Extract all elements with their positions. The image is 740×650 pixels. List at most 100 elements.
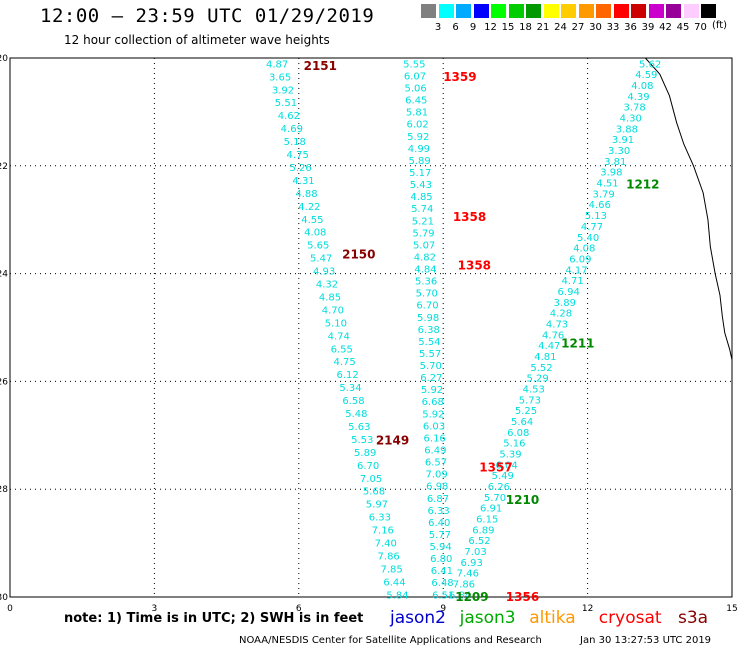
wave-height-value: 5.17 [409, 168, 431, 179]
legend-label: 12 [484, 22, 497, 33]
legend-swatch [596, 4, 611, 18]
wave-height-value: 5.52 [530, 363, 552, 374]
wave-height-value: 6.40 [428, 518, 450, 529]
pass-time-label: 2150 [342, 248, 375, 262]
wave-height-value: 7.86 [378, 551, 400, 562]
legend-swatch [508, 4, 524, 18]
wave-height-value: 3.98 [600, 168, 622, 179]
pass-time-label: 1356 [506, 590, 539, 604]
wave-height-value: 5.48 [345, 409, 367, 420]
x-tick-label: 0 [7, 604, 13, 614]
legend-swatch [701, 4, 716, 18]
wave-height-value: 5.74 [411, 204, 433, 215]
wave-height-value: 6.12 [336, 370, 358, 381]
wave-height-value: 5.65 [307, 241, 329, 252]
wave-height-value: 6.52 [468, 536, 490, 547]
wave-height-value: 4.53 [523, 384, 545, 395]
pass-time-label: 1210 [506, 493, 539, 507]
wave-height-value: 4.51 [596, 179, 618, 190]
wave-height-value: 3.78 [624, 103, 646, 114]
wave-height-value: 4.59 [635, 70, 657, 81]
legend-label: 18 [519, 22, 532, 33]
wave-height-value: 5.94 [429, 542, 451, 553]
legend-swatch [473, 4, 489, 18]
wave-height-value: 5.73 [519, 395, 541, 406]
wave-height-value: 7.05 [360, 474, 382, 485]
wave-height-value: 6.55 [331, 344, 353, 355]
wave-height-value: 5.81 [406, 108, 428, 119]
y-tick-label: -22 [0, 162, 8, 172]
wave-height-value: 3.91 [612, 135, 634, 146]
map-frame [9, 57, 733, 598]
wave-height-value: 7.46 [457, 569, 479, 580]
wave-height-value: 6.93 [461, 558, 483, 569]
wave-height-value: 5.25 [515, 406, 537, 417]
chart-title: 12:00 – 23:59 UTC 01/29/2019 [40, 5, 375, 27]
x-tick-label: 15 [726, 604, 737, 614]
wave-height-value: 4.71 [561, 276, 583, 287]
wave-height-value: 6.04 [495, 460, 517, 471]
wave-height-value: 5.92 [422, 409, 444, 420]
legend-label: 70 [694, 22, 707, 33]
legend-label: 6 [452, 22, 459, 33]
x-tick-label: 9 [440, 604, 446, 614]
wave-height-value: 4.08 [631, 81, 653, 92]
wave-height-value: 4.99 [408, 144, 430, 155]
wave-height-value: 6.58 [342, 396, 364, 407]
wave-height-value: 6.70 [416, 301, 438, 312]
wave-height-value: 4.84 [414, 265, 436, 276]
legend-unit: (ft) [712, 20, 728, 31]
wave-height-value: 4.66 [589, 200, 611, 211]
wave-height-value: 4.85 [410, 192, 432, 203]
wave-height-value: 4.77 [581, 222, 603, 233]
wave-height-value: 4.75 [287, 150, 309, 161]
wave-height-value: 6.87 [427, 494, 449, 505]
pass-time-labels: 2151 1359 1358 2150 1358 1212 1211 2149 1357 1210… [304, 59, 660, 604]
wave-height-value: 4.74 [328, 331, 350, 342]
y-tick-label: -20 [0, 54, 8, 64]
wave-height-value: 6.38 [418, 325, 440, 336]
legend-swatch [491, 4, 506, 18]
pass-time-label: 1358 [453, 210, 486, 224]
legend-label: 24 [554, 22, 567, 33]
y-tick-label: -28 [0, 485, 8, 495]
wave-height-value: 6.02 [406, 120, 428, 131]
wave-height-value: 5.10 [325, 318, 347, 329]
wave-height-value: 5.70 [420, 361, 442, 372]
wave-height-value: 3.92 [272, 85, 294, 96]
wave-height-value: 5.70 [484, 493, 506, 504]
generation-timestamp: Jan 30 13:27:53 UTC 2019 [580, 635, 712, 646]
pass-time-label: 1212 [626, 178, 659, 192]
coastline-path [644, 57, 733, 360]
wave-height-value: 5.18 [284, 137, 306, 148]
x-tick-label: 3 [152, 604, 158, 614]
y-tick-label: -24 [0, 270, 8, 280]
wave-height-value: 5.63 [348, 422, 370, 433]
y-tick-label: -26 [0, 377, 8, 387]
pass-time-label: 1357 [479, 461, 512, 475]
satellite-label-jason3: jason3 [459, 608, 516, 628]
wave-height-value: 3.89 [554, 298, 576, 309]
wave-height-value: 5.79 [412, 228, 434, 239]
wave-height-value: 7.09 [426, 470, 448, 481]
wave-height-value: 5.43 [410, 180, 432, 191]
wave-height-value: 6.09 [569, 254, 591, 265]
wave-height-value: 6.51 [432, 590, 454, 601]
wave-height-value: 6.41 [431, 566, 453, 577]
wave-height-value: 5.77 [429, 530, 451, 541]
legend-swatch [543, 4, 559, 18]
x-tick-label: 6 [296, 604, 302, 614]
wave-height-value: 4.70 [322, 305, 344, 316]
wave-height-value: 3.65 [269, 72, 291, 83]
wave-height-value: 5.68 [363, 487, 385, 498]
wave-height-value: 5.36 [415, 277, 437, 288]
wave-height-value: 5.34 [339, 383, 361, 394]
y-tick-label: -30 [0, 593, 8, 603]
wave-height-value: 6.70 [357, 461, 379, 472]
satellite-label-s3a: s3a [678, 608, 709, 628]
wave-height-value: 5.55 [403, 59, 425, 70]
wave-height-value: 4.93 [313, 267, 335, 278]
legend-swatch [631, 4, 646, 18]
wave-height-value: 5.06 [404, 84, 426, 95]
legend-label: 21 [536, 22, 550, 33]
